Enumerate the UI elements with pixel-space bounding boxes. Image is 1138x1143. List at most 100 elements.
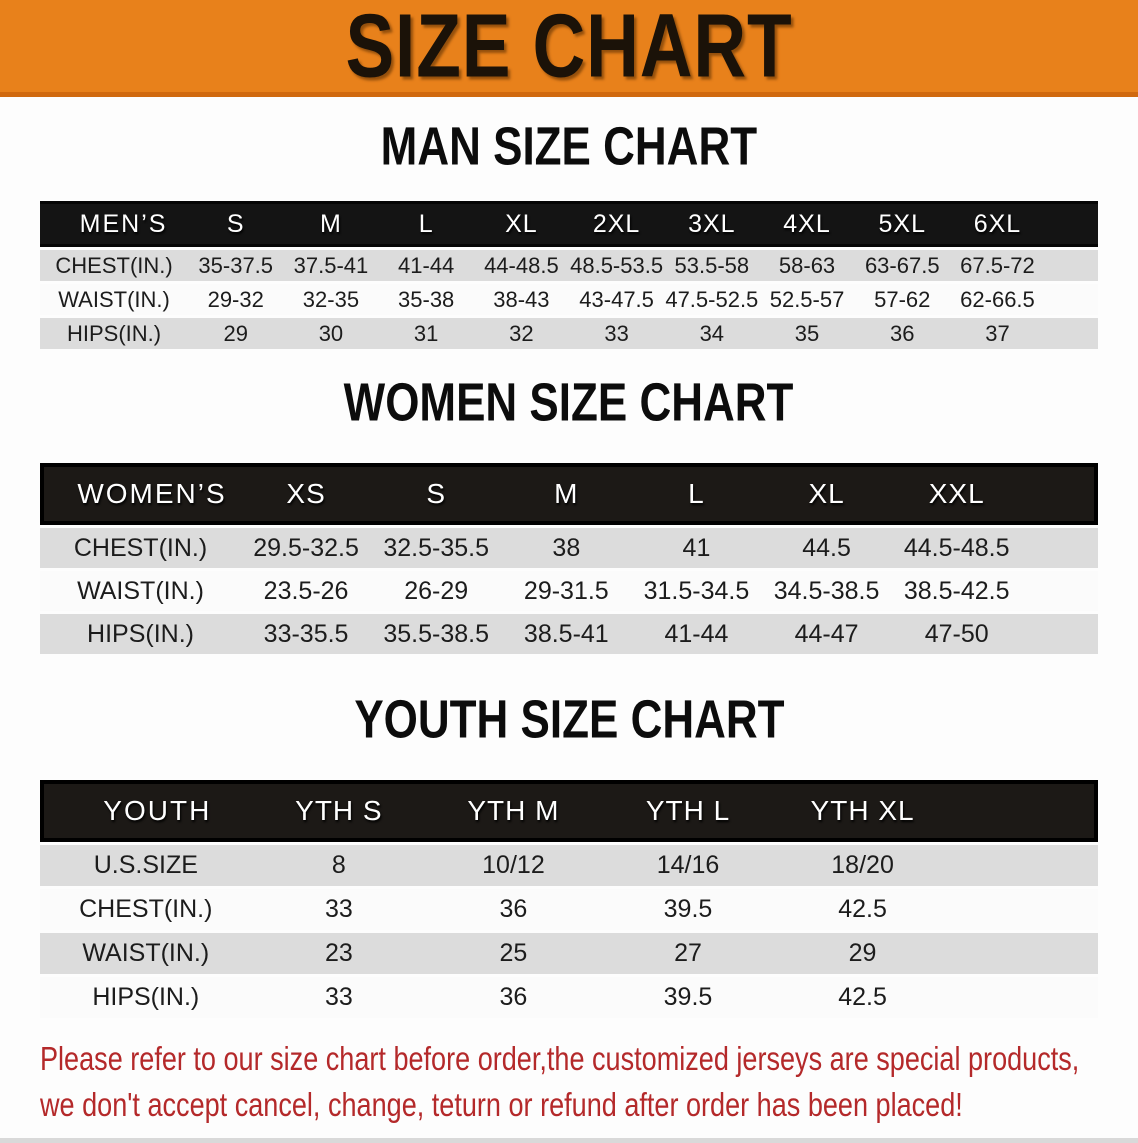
column-header: YTH M: [426, 780, 601, 842]
cell-value: 10/12: [426, 842, 601, 886]
cell-value: 62-66.5: [949, 281, 1046, 315]
youth-size-table: YOUTH YTH S YTH M YTH L YTH XL U.S.SIZE 8 10/1…: [40, 780, 1098, 1018]
cell-value: 8: [251, 842, 427, 886]
cell-value: 29-32: [188, 281, 284, 315]
column-header: M: [283, 201, 379, 247]
cell-value: 32.5-35.5: [371, 525, 502, 568]
column-header: XXL: [891, 463, 1022, 525]
column-header: 4XL: [759, 201, 855, 247]
column-header: 5XL: [854, 201, 950, 247]
cell-value: 18/20: [775, 842, 950, 886]
column-header: S: [371, 463, 502, 525]
man-size-chart-heading: MAN SIZE CHART: [380, 115, 758, 177]
column-header: 3XL: [664, 201, 760, 247]
column-header: XL: [473, 201, 569, 247]
cell-value: 63-67.5: [854, 247, 950, 281]
row-label: CHEST(IN.): [40, 886, 252, 930]
column-header: YTH S: [251, 780, 427, 842]
table-corner-label: YOUTH: [40, 780, 252, 842]
cell-value: 44-47: [761, 611, 892, 654]
spacer-cell: [1045, 281, 1098, 315]
section-heading: YOUTH SIZE CHART: [40, 654, 1098, 780]
cell-value: 23.5-26: [241, 568, 372, 611]
table-header-row: WOMEN’S XS S M L XL XXL: [40, 463, 1098, 525]
cell-value: 33: [251, 886, 427, 930]
table-row: HIPS(IN.) 29 30 31 32 33 34 35 36 37: [40, 315, 1098, 349]
cell-value: 57-62: [854, 281, 950, 315]
cell-value: 41-44: [378, 247, 474, 281]
row-label: HIPS(IN.): [40, 974, 252, 1018]
table-row: CHEST(IN.) 29.5-32.5 32.5-35.5 38 41 44.5 44.5…: [40, 525, 1098, 568]
bottom-edge-divider: [0, 1138, 1138, 1143]
cell-value: 35.5-38.5: [371, 611, 502, 654]
cell-value: 27: [600, 930, 776, 974]
spacer-cell: [1021, 611, 1098, 654]
row-label: HIPS(IN.): [40, 315, 189, 349]
cell-value: 42.5: [775, 974, 950, 1018]
cell-value: 44-48.5: [473, 247, 569, 281]
table-corner-label: MEN’S: [40, 201, 189, 247]
table-header-row: MEN’S S M L XL 2XL 3XL 4XL 5XL 6XL: [40, 201, 1098, 247]
cell-value: 29: [188, 315, 284, 349]
table-row: U.S.SIZE 8 10/12 14/16 18/20: [40, 842, 1098, 886]
cell-value: 34: [664, 315, 760, 349]
section-heading: WOMEN SIZE CHART: [40, 349, 1098, 463]
column-header: 2XL: [568, 201, 665, 247]
column-header: XL: [761, 463, 892, 525]
cell-value: 58-63: [759, 247, 855, 281]
table-row: WAIST(IN.) 23.5-26 26-29 29-31.5 31.5-34.5 34…: [40, 568, 1098, 611]
spacer-cell: [949, 974, 1098, 1018]
cell-value: 33-35.5: [241, 611, 372, 654]
column-header: 6XL: [949, 201, 1046, 247]
cell-value: 53.5-58: [664, 247, 760, 281]
man-size-table: MEN’S S M L XL 2XL 3XL 4XL 5XL 6XL CHEST(IN.) 35-3…: [40, 201, 1098, 349]
column-header: S: [188, 201, 284, 247]
table-row: CHEST(IN.) 35-37.5 37.5-41 41-44 44-48.5 48.5…: [40, 247, 1098, 281]
section-heading: MAN SIZE CHART: [40, 97, 1098, 201]
row-label: WAIST(IN.): [40, 568, 242, 611]
cell-value: 41-44: [631, 611, 762, 654]
women-size-chart-heading: WOMEN SIZE CHART: [344, 371, 794, 433]
cell-value: 38.5-42.5: [891, 568, 1022, 611]
women-size-table: WOMEN’S XS S M L XL XXL CHEST(IN.) 29.5-32.5 32.…: [40, 463, 1098, 654]
cell-value: 31: [378, 315, 474, 349]
table-corner-label: WOMEN’S: [40, 463, 242, 525]
column-header: YTH L: [600, 780, 776, 842]
disclaimer-line-1: Please refer to our size chart before or…: [40, 1040, 1080, 1077]
spacer-cell: [949, 780, 1098, 842]
column-header: M: [501, 463, 632, 525]
cell-value: 29: [775, 930, 950, 974]
column-header: L: [378, 201, 474, 247]
cell-value: 44.5-48.5: [891, 525, 1022, 568]
cell-value: 32: [473, 315, 569, 349]
table-header-row: YOUTH YTH S YTH M YTH L YTH XL: [40, 780, 1098, 842]
cell-value: 42.5: [775, 886, 950, 930]
spacer-cell: [949, 842, 1098, 886]
cell-value: 38-43: [473, 281, 569, 315]
spacer-cell: [949, 886, 1098, 930]
cell-value: 44.5: [761, 525, 892, 568]
cell-value: 33: [568, 315, 665, 349]
cell-value: 35-37.5: [188, 247, 284, 281]
cell-value: 36: [426, 886, 601, 930]
youth-size-chart-heading: YOUTH SIZE CHART: [353, 688, 785, 750]
table-row: WAIST(IN.) 23 25 27 29: [40, 930, 1098, 974]
cell-value: 32-35: [283, 281, 379, 315]
banner: SIZE CHART: [0, 0, 1138, 97]
disclaimer-line-2: we don't accept cancel, change, teturn o…: [40, 1086, 963, 1123]
table-row: HIPS(IN.) 33-35.5 35.5-38.5 38.5-41 41-44 44-…: [40, 611, 1098, 654]
banner-title: SIZE CHART: [345, 0, 793, 96]
table-row: HIPS(IN.) 33 36 39.5 42.5: [40, 974, 1098, 1018]
row-label: CHEST(IN.): [40, 247, 189, 281]
cell-value: 33: [251, 974, 427, 1018]
cell-value: 47.5-52.5: [664, 281, 760, 315]
spacer-cell: [1045, 201, 1098, 247]
cell-value: 25: [426, 930, 601, 974]
spacer-cell: [1045, 247, 1098, 281]
cell-value: 31.5-34.5: [631, 568, 762, 611]
cell-value: 41: [631, 525, 762, 568]
table-row: WAIST(IN.) 29-32 32-35 35-38 38-43 43-47.5 47.…: [40, 281, 1098, 315]
row-label: U.S.SIZE: [40, 842, 252, 886]
column-header: XS: [241, 463, 372, 525]
